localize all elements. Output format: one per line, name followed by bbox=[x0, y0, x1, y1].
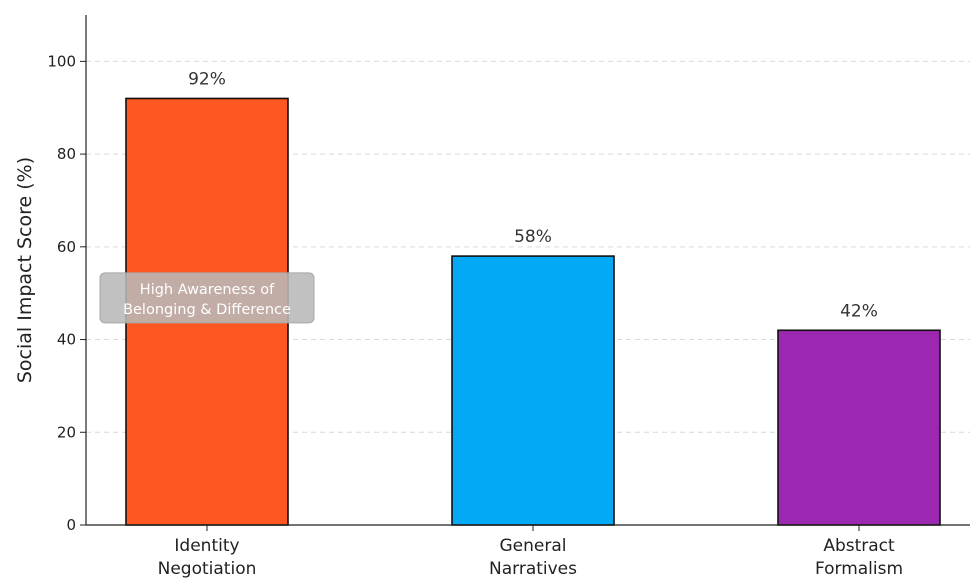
axes: 0 20 40 60 80 100 Identity Negotiation General Na… bbox=[47, 15, 970, 578]
x-tick-label: Abstract Formalism bbox=[815, 536, 903, 578]
y-tick-label: 80 bbox=[57, 145, 76, 163]
bar-value-label: 92% bbox=[188, 69, 226, 89]
x-tick-label: Identity Negotiation bbox=[158, 536, 257, 578]
y-tick-label: 100 bbox=[47, 52, 76, 70]
bar bbox=[451, 255, 615, 526]
x-tick-label: General Narratives bbox=[489, 536, 577, 578]
bar-value-label: 42% bbox=[840, 301, 878, 321]
bars bbox=[125, 97, 941, 526]
y-tick-label: 0 bbox=[66, 516, 76, 534]
annotation-box bbox=[99, 272, 315, 324]
y-tick-label: 20 bbox=[57, 423, 76, 441]
y-axis-label: Social Impact Score (%) bbox=[14, 157, 36, 383]
bar-value-label: 58% bbox=[514, 227, 552, 247]
y-tick-label: 40 bbox=[57, 331, 76, 349]
bar bbox=[777, 329, 941, 526]
y-tick-label: 60 bbox=[57, 238, 76, 256]
labels: 92% 58% 42% High Awareness of Belonging & Di… bbox=[99, 69, 878, 324]
annotation-text: High Awareness of Belonging & Difference bbox=[123, 282, 291, 318]
